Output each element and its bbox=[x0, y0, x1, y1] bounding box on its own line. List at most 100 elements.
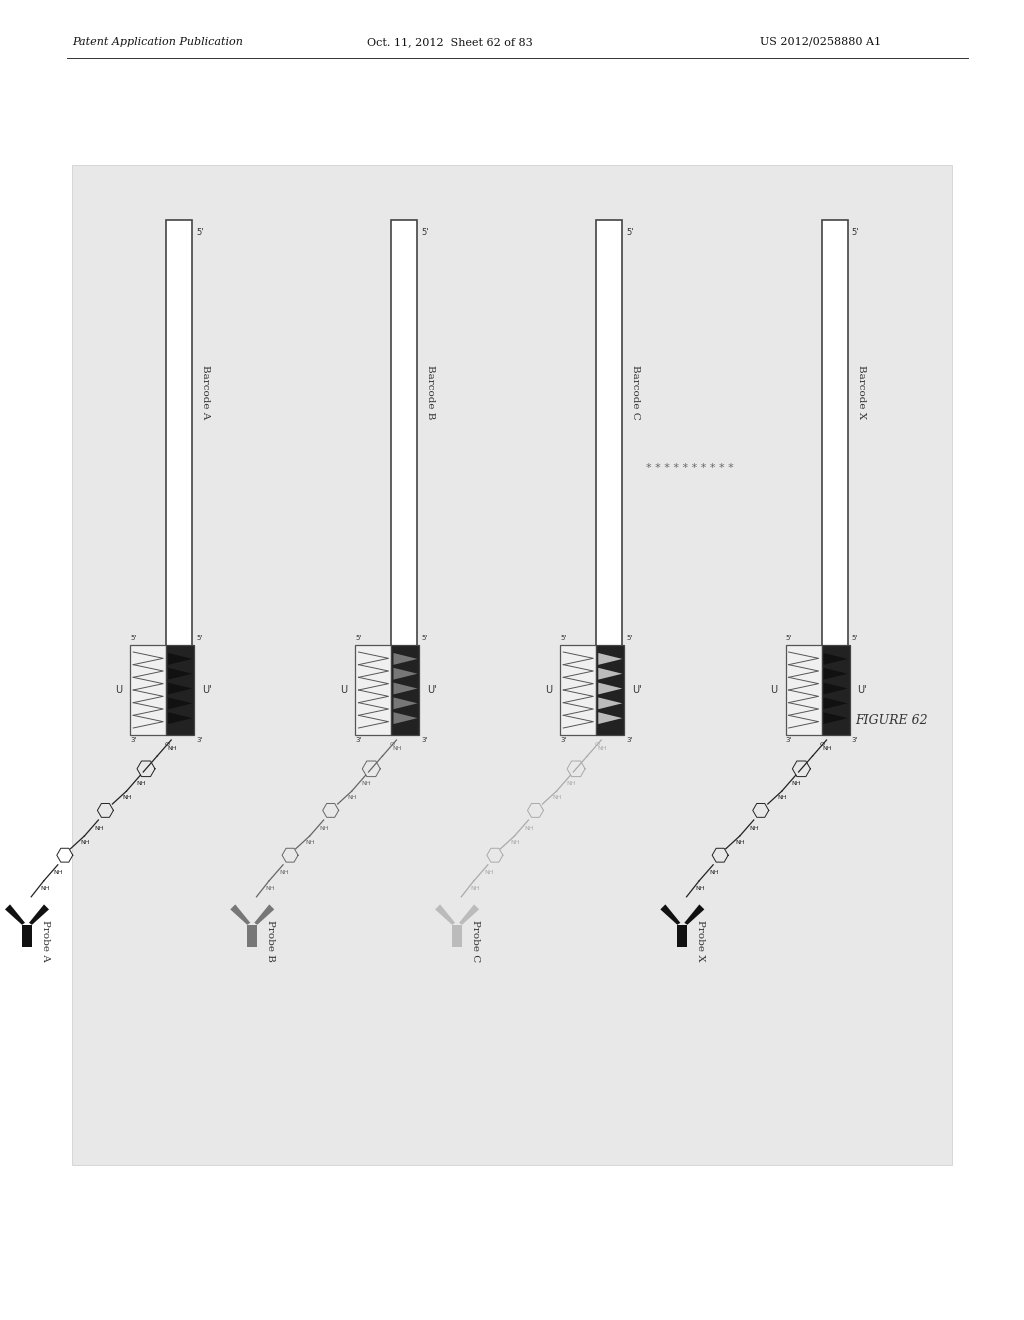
Text: U: U bbox=[340, 685, 347, 696]
Text: NH: NH bbox=[41, 886, 50, 891]
Text: NH: NH bbox=[553, 795, 562, 800]
Text: 3': 3' bbox=[627, 737, 633, 743]
Text: NH: NH bbox=[319, 825, 329, 830]
Polygon shape bbox=[230, 904, 250, 925]
Text: NH: NH bbox=[280, 870, 289, 875]
Text: 3': 3' bbox=[130, 737, 136, 743]
Text: NH: NH bbox=[736, 840, 745, 845]
Polygon shape bbox=[168, 697, 193, 709]
Polygon shape bbox=[435, 904, 455, 925]
Text: 5': 5' bbox=[422, 228, 429, 238]
Text: Patent Application Publication: Patent Application Publication bbox=[72, 37, 243, 48]
Text: 3': 3' bbox=[422, 737, 428, 743]
Text: NH: NH bbox=[361, 780, 371, 785]
Text: 5': 5' bbox=[852, 228, 859, 238]
Polygon shape bbox=[823, 653, 848, 665]
Text: 3': 3' bbox=[355, 737, 361, 743]
Text: 3': 3' bbox=[852, 737, 858, 743]
Text: Probe X: Probe X bbox=[696, 920, 706, 961]
Text: 5': 5' bbox=[197, 635, 203, 642]
Polygon shape bbox=[393, 668, 418, 680]
Polygon shape bbox=[459, 904, 479, 925]
Text: NH: NH bbox=[597, 746, 607, 751]
Polygon shape bbox=[393, 653, 418, 665]
Text: Barcode B: Barcode B bbox=[426, 364, 435, 420]
Text: Barcode C: Barcode C bbox=[631, 364, 640, 420]
Polygon shape bbox=[168, 682, 193, 694]
Bar bbox=[821, 645, 850, 735]
Text: NH: NH bbox=[392, 746, 402, 751]
Text: 5': 5' bbox=[130, 635, 136, 642]
Text: NH: NH bbox=[822, 746, 833, 751]
Text: NH: NH bbox=[167, 746, 177, 751]
Polygon shape bbox=[29, 904, 49, 925]
Text: 3': 3' bbox=[197, 737, 203, 743]
Bar bbox=[785, 645, 821, 735]
Text: U': U' bbox=[632, 685, 642, 696]
Text: NH: NH bbox=[778, 795, 787, 800]
Text: NH: NH bbox=[266, 886, 275, 891]
Bar bbox=[391, 220, 418, 649]
Text: NH: NH bbox=[511, 840, 520, 845]
Text: 3': 3' bbox=[785, 737, 792, 743]
Text: 5': 5' bbox=[627, 635, 633, 642]
Bar bbox=[355, 645, 391, 735]
Text: NH: NH bbox=[566, 780, 575, 785]
Text: U: U bbox=[545, 685, 552, 696]
Polygon shape bbox=[598, 682, 623, 694]
Text: O: O bbox=[819, 742, 824, 747]
Text: 5': 5' bbox=[627, 228, 634, 238]
Text: * * * * * * * * * *: * * * * * * * * * * bbox=[646, 463, 734, 473]
Polygon shape bbox=[393, 682, 418, 694]
Polygon shape bbox=[168, 653, 193, 665]
Text: 5': 5' bbox=[422, 635, 428, 642]
Text: 5': 5' bbox=[852, 635, 858, 642]
Text: 5': 5' bbox=[785, 635, 792, 642]
Text: U: U bbox=[770, 685, 777, 696]
Text: NH: NH bbox=[94, 825, 103, 830]
Polygon shape bbox=[598, 713, 623, 725]
Text: Barcode A: Barcode A bbox=[201, 364, 210, 420]
Text: NH: NH bbox=[136, 780, 145, 785]
Text: 5': 5' bbox=[560, 635, 566, 642]
Bar bbox=[560, 645, 596, 735]
Text: NH: NH bbox=[81, 840, 90, 845]
Bar bbox=[247, 925, 257, 946]
Polygon shape bbox=[598, 697, 623, 709]
Polygon shape bbox=[823, 682, 848, 694]
Text: Oct. 11, 2012  Sheet 62 of 83: Oct. 11, 2012 Sheet 62 of 83 bbox=[368, 37, 532, 48]
Bar bbox=[166, 220, 193, 649]
Polygon shape bbox=[660, 904, 680, 925]
Text: NH: NH bbox=[710, 870, 719, 875]
Bar bbox=[166, 645, 195, 735]
Bar bbox=[596, 645, 625, 735]
Text: 3': 3' bbox=[560, 737, 566, 743]
Polygon shape bbox=[598, 653, 623, 665]
Text: Probe B: Probe B bbox=[266, 920, 275, 962]
Text: 5': 5' bbox=[355, 635, 361, 642]
Text: NH: NH bbox=[524, 825, 534, 830]
Text: NH: NH bbox=[471, 886, 480, 891]
Polygon shape bbox=[168, 713, 193, 725]
Bar bbox=[130, 645, 166, 735]
Text: Probe C: Probe C bbox=[471, 920, 480, 962]
Polygon shape bbox=[823, 697, 848, 709]
Text: NH: NH bbox=[484, 870, 494, 875]
Text: NH: NH bbox=[54, 870, 63, 875]
Text: Probe A: Probe A bbox=[41, 920, 50, 962]
Polygon shape bbox=[168, 668, 193, 680]
Text: U': U' bbox=[857, 685, 867, 696]
Polygon shape bbox=[823, 713, 848, 725]
Polygon shape bbox=[5, 904, 25, 925]
Polygon shape bbox=[684, 904, 705, 925]
Text: O: O bbox=[389, 742, 394, 747]
Text: NH: NH bbox=[306, 840, 315, 845]
Bar bbox=[596, 220, 623, 649]
Bar bbox=[452, 925, 462, 946]
Text: NH: NH bbox=[792, 780, 801, 785]
Text: 5': 5' bbox=[197, 228, 204, 238]
Text: U': U' bbox=[202, 685, 212, 696]
Polygon shape bbox=[823, 668, 848, 680]
Text: U: U bbox=[115, 685, 122, 696]
Bar bbox=[22, 925, 32, 946]
